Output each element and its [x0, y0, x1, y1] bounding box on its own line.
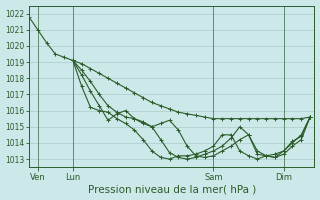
X-axis label: Pression niveau de la mer( hPa ): Pression niveau de la mer( hPa ): [88, 184, 256, 194]
